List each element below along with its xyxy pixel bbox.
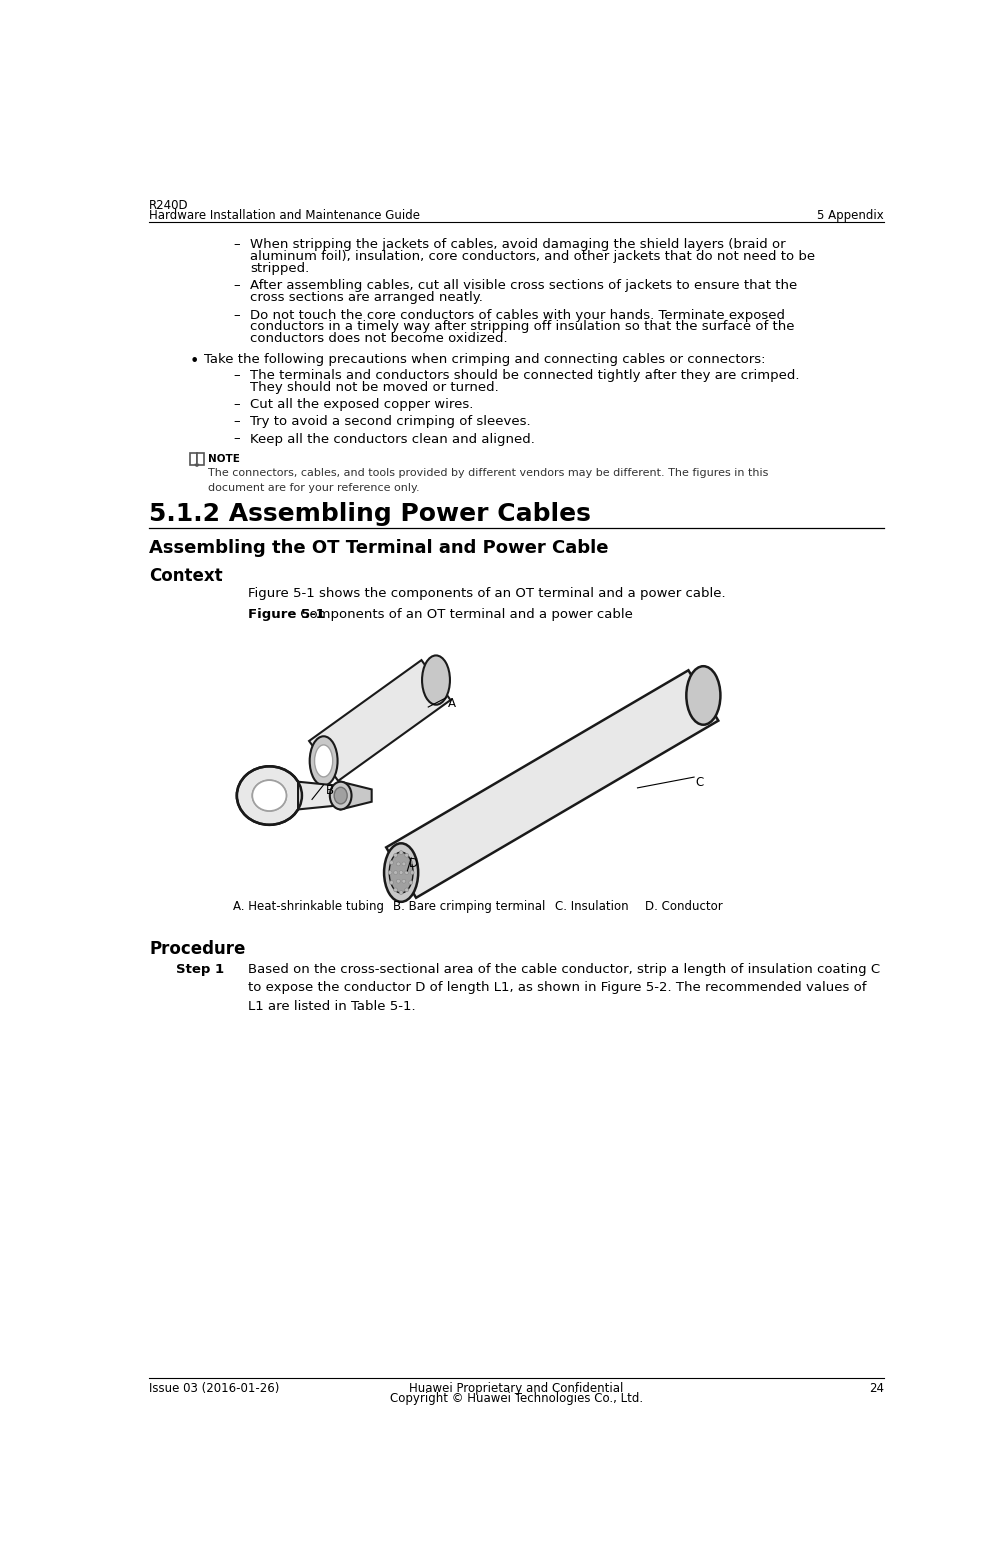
Ellipse shape [237, 766, 302, 824]
Text: –: – [233, 415, 240, 428]
Bar [190, 453, 197, 465]
Text: –: – [233, 432, 240, 445]
Text: Keep all the conductors clean and aligned.: Keep all the conductors clean and aligne… [250, 432, 535, 445]
Text: conductors does not become oxidized.: conductors does not become oxidized. [250, 332, 508, 345]
Text: Issue 03 (2016-01-26): Issue 03 (2016-01-26) [149, 1382, 279, 1395]
Polygon shape [386, 671, 719, 898]
Text: Procedure: Procedure [149, 940, 246, 957]
Ellipse shape [252, 780, 286, 812]
Text: 24: 24 [869, 1382, 884, 1395]
Text: R240D: R240D [149, 199, 188, 212]
Polygon shape [341, 782, 372, 810]
Text: C. Insulation: C. Insulation [554, 899, 628, 912]
Text: Based on the cross-sectional area of the cable conductor, strip a length of insu: Based on the cross-sectional area of the… [248, 962, 880, 1012]
Ellipse shape [422, 655, 450, 705]
Text: –: – [233, 398, 240, 411]
Ellipse shape [384, 843, 418, 903]
Text: Take the following precautions when crimping and connecting cables or connectors: Take the following precautions when crim… [204, 353, 765, 365]
Circle shape [394, 854, 397, 857]
Ellipse shape [335, 787, 347, 804]
Text: –: – [233, 238, 240, 251]
Circle shape [396, 862, 400, 867]
Text: Hardware Installation and Maintenance Guide: Hardware Installation and Maintenance Gu… [149, 208, 420, 223]
Text: Assembling the OT Terminal and Power Cable: Assembling the OT Terminal and Power Cab… [149, 539, 609, 558]
Circle shape [394, 871, 397, 874]
Circle shape [405, 888, 408, 892]
Text: Figure 5-1 shows the components of an OT terminal and a power cable.: Figure 5-1 shows the components of an OT… [248, 588, 726, 600]
Text: 5.1.2 Assembling Power Cables: 5.1.2 Assembling Power Cables [149, 501, 591, 527]
Circle shape [399, 851, 403, 854]
Text: cross sections are arranged neatly.: cross sections are arranged neatly. [250, 291, 483, 304]
Circle shape [402, 862, 406, 867]
Text: A: A [448, 697, 456, 710]
Circle shape [405, 854, 408, 857]
Ellipse shape [252, 780, 286, 812]
Text: D: D [409, 857, 418, 870]
Text: B: B [326, 784, 334, 798]
Ellipse shape [330, 782, 352, 810]
Text: A. Heat-shrinkable tubing: A. Heat-shrinkable tubing [233, 899, 384, 912]
Text: C: C [696, 776, 704, 790]
Circle shape [405, 871, 408, 874]
Polygon shape [298, 782, 345, 810]
Text: –: – [233, 368, 240, 382]
Text: Figure 5-1: Figure 5-1 [248, 608, 325, 621]
Text: NOTE: NOTE [208, 454, 240, 464]
Circle shape [399, 890, 403, 895]
Text: They should not be moved or turned.: They should not be moved or turned. [250, 381, 499, 393]
Circle shape [402, 879, 406, 884]
Circle shape [399, 871, 403, 874]
Ellipse shape [389, 852, 413, 893]
Polygon shape [309, 660, 451, 780]
Circle shape [389, 860, 393, 865]
Text: B. Bare crimping terminal: B. Bare crimping terminal [393, 899, 545, 912]
Ellipse shape [314, 744, 333, 777]
Text: The connectors, cables, and tools provided by different vendors may be different: The connectors, cables, and tools provid… [208, 469, 768, 492]
Text: •: • [190, 354, 199, 368]
Text: After assembling cables, cut all visible cross sections of jackets to ensure tha: After assembling cables, cut all visible… [250, 279, 797, 293]
Text: Context: Context [149, 567, 223, 584]
Text: Do not touch the core conductors of cables with your hands. Terminate exposed: Do not touch the core conductors of cabl… [250, 309, 785, 321]
Circle shape [396, 879, 400, 884]
Circle shape [409, 881, 412, 884]
Ellipse shape [686, 666, 721, 724]
Text: 5 Appendix: 5 Appendix [817, 208, 884, 223]
Circle shape [394, 888, 397, 892]
Text: Try to avoid a second crimping of sleeves.: Try to avoid a second crimping of sleeve… [250, 415, 530, 428]
Text: Components of an OT terminal and a power cable: Components of an OT terminal and a power… [296, 608, 633, 621]
Circle shape [388, 871, 392, 874]
Text: D. Conductor: D. Conductor [645, 899, 723, 912]
Circle shape [410, 871, 414, 874]
Text: stripped.: stripped. [250, 262, 309, 274]
Text: Copyright © Huawei Technologies Co., Ltd.: Copyright © Huawei Technologies Co., Ltd… [390, 1393, 643, 1406]
Ellipse shape [309, 736, 338, 785]
Text: conductors in a timely way after stripping off insulation so that the surface of: conductors in a timely way after strippi… [250, 321, 794, 334]
Text: When stripping the jackets of cables, avoid damaging the shield layers (braid or: When stripping the jackets of cables, av… [250, 238, 785, 251]
Bar [198, 453, 205, 465]
Circle shape [389, 881, 393, 884]
Text: –: – [233, 309, 240, 321]
Text: The terminals and conductors should be connected tightly after they are crimped.: The terminals and conductors should be c… [250, 368, 799, 382]
Text: –: – [233, 279, 240, 293]
Circle shape [409, 860, 412, 865]
Text: Cut all the exposed copper wires.: Cut all the exposed copper wires. [250, 398, 474, 411]
Text: Huawei Proprietary and Confidential: Huawei Proprietary and Confidential [409, 1382, 624, 1395]
Text: Step 1: Step 1 [176, 962, 225, 976]
Text: aluminum foil), insulation, core conductors, and other jackets that do not need : aluminum foil), insulation, core conduct… [250, 251, 815, 263]
